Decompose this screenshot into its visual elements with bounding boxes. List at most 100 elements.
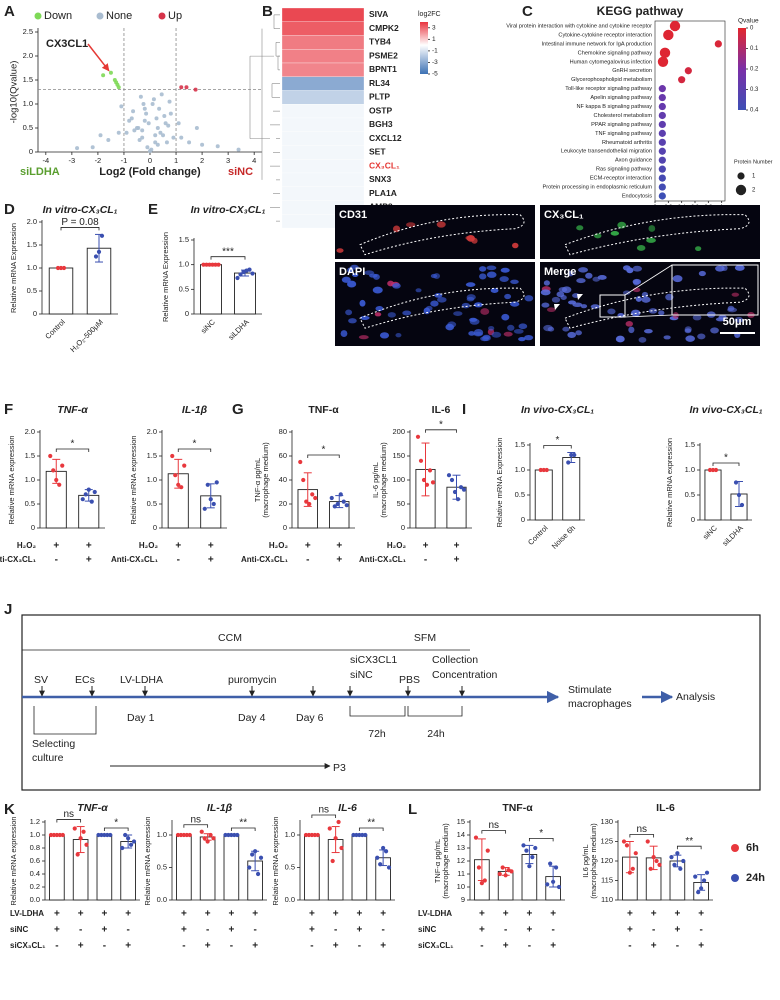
colorbar-tick-label: 3 [432, 24, 436, 31]
data-point [112, 78, 117, 82]
data-point [624, 843, 630, 848]
row-sign: - [55, 941, 58, 952]
data-point [54, 477, 59, 483]
cell-nucleus [698, 270, 706, 277]
data-point [141, 102, 146, 106]
data-point [138, 94, 143, 99]
pathway-label: Cytokine-cytokine receptor interaction [558, 32, 652, 38]
bar [48, 267, 74, 315]
cell-nucleus [425, 305, 433, 311]
cell-nucleus [562, 326, 570, 332]
significance-label: * [556, 435, 560, 446]
y-tick-label: 1.0 [685, 465, 695, 474]
row-sign: - [628, 941, 631, 952]
pathway-dot [714, 40, 722, 48]
data-point [136, 126, 141, 130]
row-sign: + [674, 925, 680, 936]
pathway-label: Protein processing in endoplasmic reticu… [543, 185, 653, 191]
y-tick-label: 1.0 [25, 475, 35, 484]
cell-nucleus [594, 233, 602, 239]
heatmap-cell [281, 159, 365, 174]
data-point [200, 142, 205, 147]
pathway-label: Leukocyte transendothelial migration [561, 149, 652, 155]
pathway-dot [658, 156, 666, 164]
row-sign: - [381, 925, 384, 936]
data-point [148, 149, 152, 154]
data-point [509, 869, 514, 874]
row-sign: + [627, 909, 633, 920]
legend-label: 24h [746, 872, 765, 884]
heatmap-cell [281, 35, 365, 50]
chart-title: TNF-α [502, 802, 533, 814]
row-sign: + [228, 925, 234, 936]
y-axis-label: Relative mRNA Expression [9, 223, 18, 313]
data-point [304, 499, 309, 504]
significance-label: * [439, 419, 443, 430]
cell-nucleus [635, 296, 642, 302]
cell-nucleus [524, 295, 534, 302]
pathway-dot [658, 85, 666, 93]
chart-title: IL-1β [207, 802, 233, 814]
cell-nucleus [469, 318, 480, 325]
data-point [146, 121, 151, 126]
vessel-outline [359, 214, 525, 256]
data-point [306, 832, 312, 838]
significance-label: * [724, 453, 728, 464]
colorbar-tick-label: -3 [432, 59, 438, 66]
significance-label: ** [239, 818, 247, 829]
data-point [131, 109, 136, 114]
pathway-dot [658, 129, 666, 137]
data-point [78, 836, 83, 841]
side-label: siNC [228, 166, 253, 178]
data-point [569, 452, 574, 458]
bar [304, 834, 320, 901]
data-point [381, 845, 386, 851]
chart-title: In vivo-CX₃CL₁ [689, 404, 762, 416]
data-point [132, 128, 137, 133]
y-tick-label: 1.0 [147, 475, 157, 484]
row-sign: + [503, 909, 509, 920]
cell-nucleus [648, 225, 656, 232]
data-point [75, 146, 80, 151]
row-sign: + [205, 941, 211, 952]
data-point [713, 467, 719, 473]
data-point [108, 832, 113, 838]
data-point [129, 116, 134, 121]
cell-nucleus [672, 275, 683, 283]
data-point [250, 271, 255, 276]
data-point [211, 836, 216, 841]
data-point [553, 865, 559, 870]
data-point [704, 870, 710, 875]
pathway-label: Cholesterol metabolism [594, 113, 653, 119]
y-tick-label: 0.5 [25, 499, 35, 508]
cell-nucleus [360, 315, 370, 320]
cell-nucleus [374, 312, 382, 317]
cell-nucleus [341, 276, 351, 283]
zoom-box [599, 294, 626, 318]
y-tick-label: 200 [392, 427, 405, 436]
data-point [184, 85, 189, 90]
data-point [96, 832, 101, 838]
cell-nucleus [468, 331, 475, 336]
row-sign: - [504, 925, 507, 936]
y-tick-label: 40 [279, 475, 287, 484]
data-point [208, 497, 213, 502]
row-sign: + [333, 941, 339, 952]
y-axis-label: -log10(Qvalue) [9, 61, 20, 124]
row-label: PLA1A [369, 188, 397, 198]
size-legend-label: 1 [752, 174, 756, 180]
panel-label: A [4, 3, 15, 20]
row-sign: + [698, 909, 704, 920]
y-axis-label: (macrophage medium) [261, 442, 270, 518]
pathway-dot [659, 47, 671, 59]
y-tick-label: 2.0 [25, 427, 35, 436]
cell-nucleus [430, 273, 438, 279]
data-point [303, 832, 309, 838]
y-tick-label: 1.0 [23, 99, 33, 108]
row-sign: + [309, 925, 315, 936]
cell-nucleus [633, 279, 640, 286]
data-point [696, 890, 701, 895]
y-tick-label: 1.5 [25, 451, 35, 460]
cell-nucleus [632, 265, 643, 272]
data-point [86, 487, 91, 492]
